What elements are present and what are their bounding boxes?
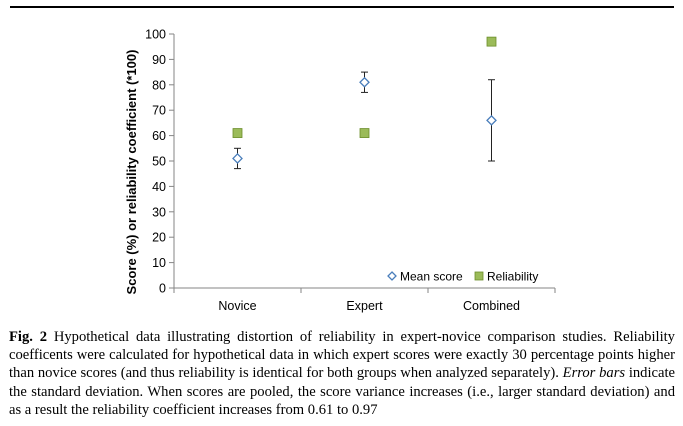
caption-text-part1: Hypothetical data illustrating distortio… [9,329,675,382]
y-tick-labels: 0 10 20 30 40 50 60 70 80 90 100 [145,28,166,296]
chart-axes [169,33,556,293]
legend-mean-score-label: Mean score [400,269,463,283]
figure-caption: Fig. 2 Hypothetical data illustrating di… [9,328,675,419]
scatter-chart: 0 10 20 30 40 50 60 70 80 90 100 Novice Expert Combi… [124,28,556,313]
figure-label: Fig. 2 [9,329,48,345]
caption-text-part2: indicate the standard deviation. When sc… [9,365,676,418]
legend-reliability-marker [474,271,484,281]
y-tick-label: 70 [152,104,166,118]
y-tick-label: 0 [159,282,166,296]
y-tick-label: 40 [152,180,166,194]
y-tick-label: 80 [152,78,166,92]
y-tick-label: 10 [152,256,166,270]
x-tick-label: Novice [218,299,256,313]
legend: Mean score Reliability [387,269,538,283]
y-tick-label: 90 [152,53,166,67]
mean-score-point [232,153,243,164]
top-rule [10,6,674,8]
x-tick-label: Expert [346,299,383,313]
caption-emphasis: Error bars [562,365,626,382]
mean-score-point [359,76,370,88]
legend-mean-score-marker [387,271,397,281]
reliability-point [486,36,497,47]
y-tick-label: 50 [152,155,166,169]
x-tick-label: Combined [463,299,520,313]
x-tick-labels: Novice Expert Combined [218,299,520,313]
y-tick-label: 60 [152,129,166,143]
data-points [232,36,497,164]
reliability-point [232,128,243,138]
y-tick-label: 30 [152,205,166,219]
legend-reliability-label: Reliability [487,269,538,283]
y-axis-label: Score (%) or reliability coefficient (*1… [124,50,139,295]
reliability-point [359,128,370,138]
y-tick-label: 100 [145,28,166,42]
y-tick-label: 20 [152,231,166,245]
mean-score-point [486,114,497,126]
